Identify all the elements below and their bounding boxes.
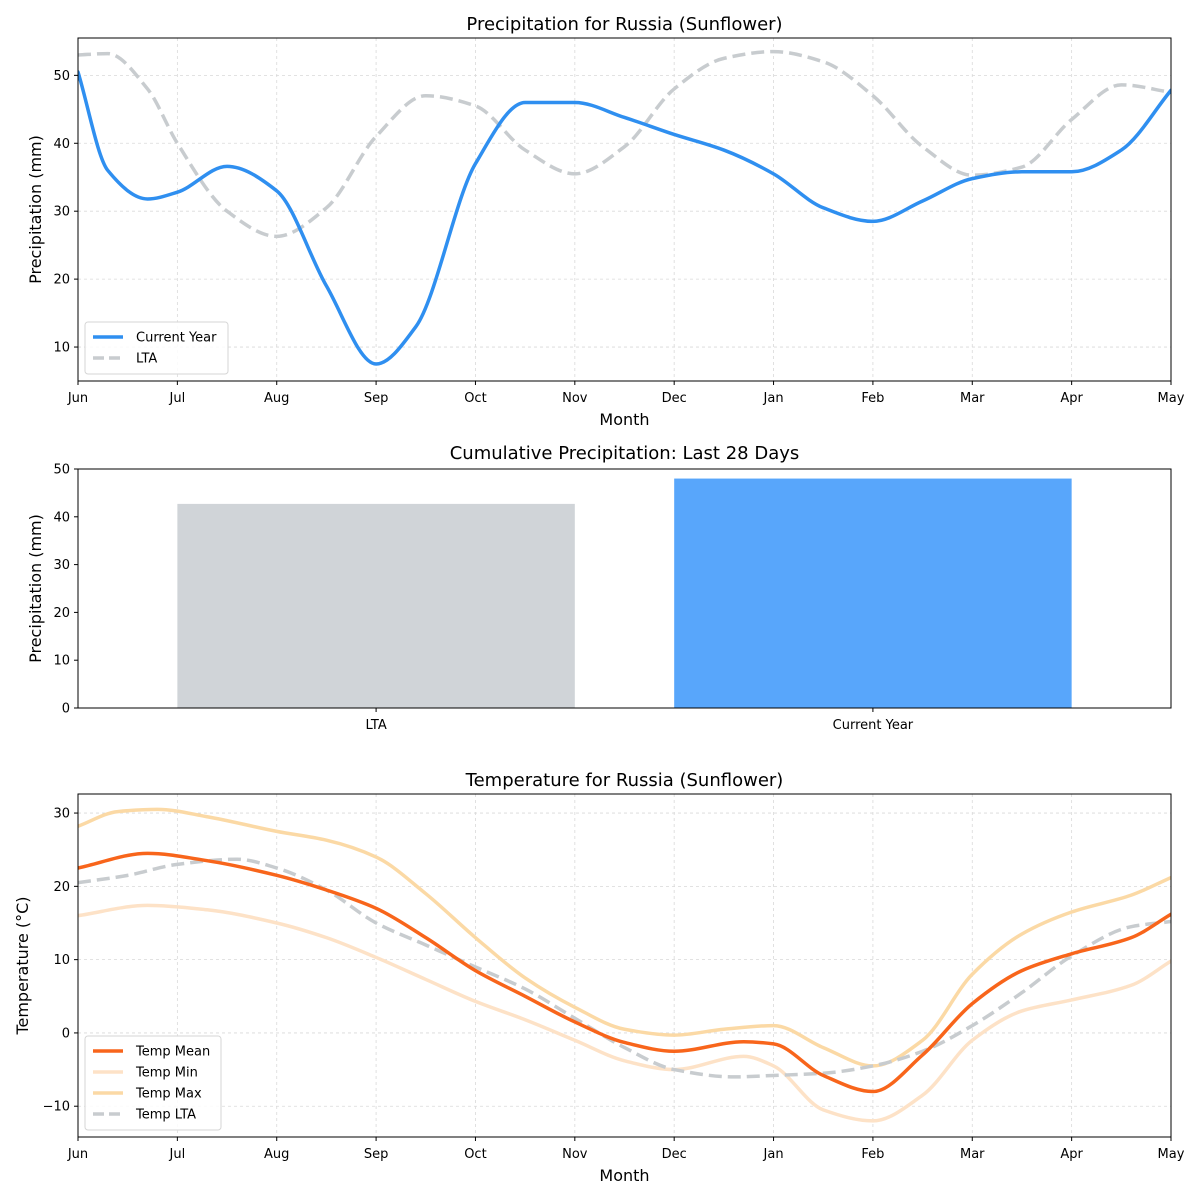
temperature-line-chart: Temperature for Russia (Sunflower) Jun Ju… <box>13 770 1185 1185</box>
x-tick-label: Oct <box>464 391 486 406</box>
x-axis-label: Month <box>599 1166 649 1185</box>
x-axis-label: Month <box>599 410 649 429</box>
x-tick-label: Apr <box>1060 391 1083 406</box>
x-tick-label: Jul <box>169 1147 186 1162</box>
x-tick-label: May <box>1158 1147 1185 1162</box>
x-tick-label: Nov <box>562 391 588 406</box>
x-tick-label: Current Year <box>833 718 914 733</box>
x-tick-label: Jan <box>763 1147 784 1162</box>
y-axis-label: Precipitation (mm) <box>26 514 45 663</box>
x-tick-label: Aug <box>264 1147 289 1162</box>
legend-label-lta: LTA <box>136 352 157 367</box>
legend-label-temp-max: Temp Max <box>135 1087 202 1102</box>
series-line-lta <box>78 49 1171 239</box>
y-tick-label: 0 <box>62 1026 70 1041</box>
x-tick-label: Mar <box>960 1147 985 1162</box>
y-tick-label: 20 <box>53 273 70 288</box>
plot-frame <box>77 468 1172 709</box>
y-axis-label: Temperature (°C) <box>13 896 32 1035</box>
series-line-current-year <box>78 70 1171 366</box>
x-tick-label: LTA <box>365 718 386 733</box>
x-tick-label: May <box>1158 391 1185 406</box>
bar-current-year <box>674 478 1072 708</box>
legend: Temp Mean Temp Min Temp Max Temp LTA <box>84 1035 222 1131</box>
series-line-temp-lta <box>78 857 1171 1079</box>
y-tick-label: 30 <box>53 205 70 220</box>
y-tick-label: 0 <box>62 702 70 717</box>
y-tick-label: 10 <box>53 341 70 356</box>
y-tick-label: 10 <box>53 654 70 669</box>
x-tick-label: Feb <box>861 391 884 406</box>
series-line-temp-mean <box>78 851 1171 1094</box>
y-tick-label: 50 <box>53 69 70 84</box>
x-tick-label: Aug <box>264 391 289 406</box>
x-tick-label: Jun <box>67 391 88 406</box>
x-tick-label: Oct <box>464 1147 486 1162</box>
bar-lta <box>177 503 575 708</box>
legend-box <box>84 321 229 375</box>
chart-title: Cumulative Precipitation: Last 28 Days <box>450 443 800 464</box>
plot-frame <box>77 37 1172 382</box>
y-tick-label: 50 <box>53 463 70 478</box>
y-tick-label: 30 <box>53 807 70 822</box>
legend: Current Year LTA <box>84 321 229 375</box>
legend-label-current-year: Current Year <box>136 331 217 346</box>
chart-title: Temperature for Russia (Sunflower) <box>465 770 784 791</box>
legend-label-temp-mean: Temp Mean <box>135 1045 210 1060</box>
y-tick-label: 30 <box>53 558 70 573</box>
y-tick-label: 40 <box>53 137 70 152</box>
x-tick-label: Mar <box>960 391 985 406</box>
series-line-temp-min <box>78 903 1171 1123</box>
x-tick-label: Apr <box>1060 1147 1083 1162</box>
y-tick-label: 20 <box>53 606 70 621</box>
cumulative-bar-chart: Cumulative Precipitation: Last 28 Days L… <box>26 443 1172 733</box>
x-tick-label: Jan <box>763 391 784 406</box>
y-tick-label: 20 <box>53 880 70 895</box>
legend-box <box>84 1035 222 1131</box>
x-tick-label: Jun <box>67 1147 88 1162</box>
plot-frame <box>77 793 1172 1138</box>
y-tick-label: −10 <box>43 1100 70 1115</box>
series-line-temp-max <box>78 807 1171 1068</box>
y-tick-label: 10 <box>53 953 70 968</box>
x-tick-label: Nov <box>562 1147 588 1162</box>
y-tick-label: 40 <box>53 510 70 525</box>
precipitation-line-chart: Precipitation for Russia (Sunflower) Jun… <box>26 14 1185 429</box>
x-tick-label: Jul <box>169 391 186 406</box>
legend-label-temp-lta: Temp LTA <box>135 1108 196 1123</box>
x-tick-label: Dec <box>662 391 687 406</box>
y-axis-label: Precipitation (mm) <box>26 135 45 284</box>
x-tick-label: Dec <box>662 1147 687 1162</box>
chart-title: Precipitation for Russia (Sunflower) <box>466 14 782 35</box>
x-tick-label: Feb <box>861 1147 884 1162</box>
x-tick-label: Sep <box>364 391 389 406</box>
legend-label-temp-min: Temp Min <box>135 1066 198 1081</box>
x-tick-label: Sep <box>364 1147 389 1162</box>
